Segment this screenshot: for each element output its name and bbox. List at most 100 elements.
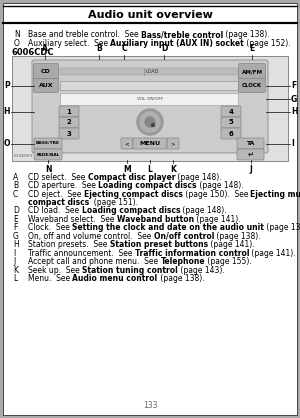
Text: Audio menu control: Audio menu control bbox=[73, 274, 158, 283]
Text: AM/FM: AM/FM bbox=[242, 69, 262, 74]
Text: Waveband button: Waveband button bbox=[117, 215, 194, 224]
Text: VOL ON/OFF: VOL ON/OFF bbox=[137, 97, 163, 101]
Text: 1: 1 bbox=[67, 109, 71, 115]
Text: B: B bbox=[13, 181, 18, 191]
FancyBboxPatch shape bbox=[237, 138, 264, 149]
Text: P: P bbox=[4, 81, 10, 90]
Text: L: L bbox=[13, 274, 17, 283]
FancyBboxPatch shape bbox=[34, 149, 62, 160]
Text: (page 137).: (page 137). bbox=[264, 223, 300, 232]
Text: (page 152).: (page 152). bbox=[244, 38, 291, 48]
Text: O: O bbox=[14, 38, 20, 48]
Text: F: F bbox=[13, 223, 17, 232]
Circle shape bbox=[145, 117, 155, 127]
Text: (page 141).: (page 141). bbox=[208, 240, 254, 249]
Text: 2: 2 bbox=[67, 120, 71, 125]
Text: Auxiliary input (AUX IN) socket: Auxiliary input (AUX IN) socket bbox=[110, 38, 244, 48]
FancyBboxPatch shape bbox=[221, 128, 241, 139]
Text: Bass/treble control: Bass/treble control bbox=[141, 30, 223, 39]
Text: Station tuning control: Station tuning control bbox=[82, 266, 178, 275]
Text: Ejecting compact discs: Ejecting compact discs bbox=[84, 190, 183, 199]
Text: Telephone: Telephone bbox=[160, 257, 205, 266]
FancyBboxPatch shape bbox=[32, 60, 268, 153]
Text: Traffic announcement.  See: Traffic announcement. See bbox=[28, 249, 135, 257]
Text: FADE/BAL: FADE/BAL bbox=[36, 153, 60, 156]
FancyBboxPatch shape bbox=[221, 106, 241, 117]
Text: AUX: AUX bbox=[39, 83, 53, 88]
Text: Base and treble control.  See: Base and treble control. See bbox=[28, 30, 141, 39]
Text: 5: 5 bbox=[229, 120, 233, 125]
Text: E: E bbox=[13, 215, 18, 224]
Text: H: H bbox=[291, 107, 298, 116]
Circle shape bbox=[152, 123, 154, 127]
Text: (page 155).: (page 155). bbox=[205, 257, 252, 266]
Text: N: N bbox=[45, 165, 51, 174]
Text: 6006CDC: 6006CDC bbox=[12, 48, 55, 57]
Text: N: N bbox=[14, 30, 20, 39]
Text: J: J bbox=[250, 165, 252, 174]
Text: O: O bbox=[4, 139, 10, 148]
Text: (page 138).: (page 138). bbox=[158, 274, 204, 283]
Text: Ejecting multiple: Ejecting multiple bbox=[250, 190, 300, 199]
Text: A: A bbox=[13, 173, 18, 182]
Text: Traffic information control: Traffic information control bbox=[135, 249, 249, 257]
Text: H: H bbox=[4, 107, 10, 116]
Text: TA: TA bbox=[246, 141, 255, 146]
FancyBboxPatch shape bbox=[238, 64, 266, 79]
Text: D: D bbox=[13, 206, 19, 215]
Text: B: B bbox=[96, 44, 102, 53]
Text: Menu.  See: Menu. See bbox=[28, 274, 73, 283]
Text: (page 138).: (page 138). bbox=[214, 232, 261, 241]
Text: (page 148).: (page 148). bbox=[197, 181, 243, 191]
FancyBboxPatch shape bbox=[167, 138, 179, 149]
Text: CD: CD bbox=[41, 69, 51, 74]
Text: 6: 6 bbox=[229, 130, 233, 137]
Text: Station presets.  See: Station presets. See bbox=[28, 240, 110, 249]
Text: Setting the clock and date on the audio unit: Setting the clock and date on the audio … bbox=[72, 223, 264, 232]
Text: MENU: MENU bbox=[140, 141, 160, 146]
Text: CD eject.  See: CD eject. See bbox=[28, 190, 84, 199]
FancyBboxPatch shape bbox=[221, 117, 241, 128]
FancyBboxPatch shape bbox=[121, 138, 133, 149]
FancyBboxPatch shape bbox=[34, 64, 58, 79]
Text: C: C bbox=[13, 190, 18, 199]
FancyBboxPatch shape bbox=[3, 3, 297, 415]
Text: K: K bbox=[170, 165, 176, 174]
Text: Auxiliary select.  See: Auxiliary select. See bbox=[28, 38, 110, 48]
FancyBboxPatch shape bbox=[59, 128, 79, 139]
Text: (page 143).: (page 143). bbox=[178, 266, 225, 275]
Text: G: G bbox=[291, 94, 297, 104]
Text: Waveband select.  See: Waveband select. See bbox=[28, 215, 117, 224]
Text: 3: 3 bbox=[67, 130, 71, 137]
Text: F: F bbox=[291, 81, 296, 90]
Text: E138069: E138069 bbox=[14, 154, 33, 158]
Text: G: G bbox=[13, 232, 19, 241]
Text: On/off control: On/off control bbox=[154, 232, 214, 241]
FancyBboxPatch shape bbox=[59, 117, 79, 128]
Text: <: < bbox=[125, 141, 129, 146]
Text: E: E bbox=[249, 44, 255, 53]
Text: H: H bbox=[13, 240, 19, 249]
Text: Loading compact discs: Loading compact discs bbox=[82, 206, 180, 215]
FancyBboxPatch shape bbox=[34, 138, 62, 149]
Text: (page 148).: (page 148). bbox=[175, 173, 222, 182]
FancyBboxPatch shape bbox=[237, 149, 264, 160]
Text: Loading compact discs: Loading compact discs bbox=[98, 181, 197, 191]
Text: M: M bbox=[123, 165, 131, 174]
Text: Accept call and phone menu.  See: Accept call and phone menu. See bbox=[28, 257, 161, 266]
FancyBboxPatch shape bbox=[238, 79, 266, 92]
Text: I: I bbox=[291, 139, 294, 148]
Text: (page 141).: (page 141). bbox=[194, 215, 241, 224]
Text: LOAD: LOAD bbox=[145, 69, 159, 74]
Text: L: L bbox=[148, 165, 152, 174]
Text: CD select.  See: CD select. See bbox=[28, 173, 88, 182]
Text: >: > bbox=[171, 141, 175, 146]
Text: Clock.  See: Clock. See bbox=[28, 223, 72, 232]
Text: ↵: ↵ bbox=[247, 150, 254, 159]
Text: CD aperture.  See: CD aperture. See bbox=[28, 181, 98, 191]
FancyBboxPatch shape bbox=[60, 68, 238, 75]
Text: CLOCK: CLOCK bbox=[242, 83, 262, 88]
Text: Compact disc player: Compact disc player bbox=[88, 173, 175, 182]
FancyBboxPatch shape bbox=[34, 79, 58, 92]
Text: I: I bbox=[13, 249, 15, 257]
